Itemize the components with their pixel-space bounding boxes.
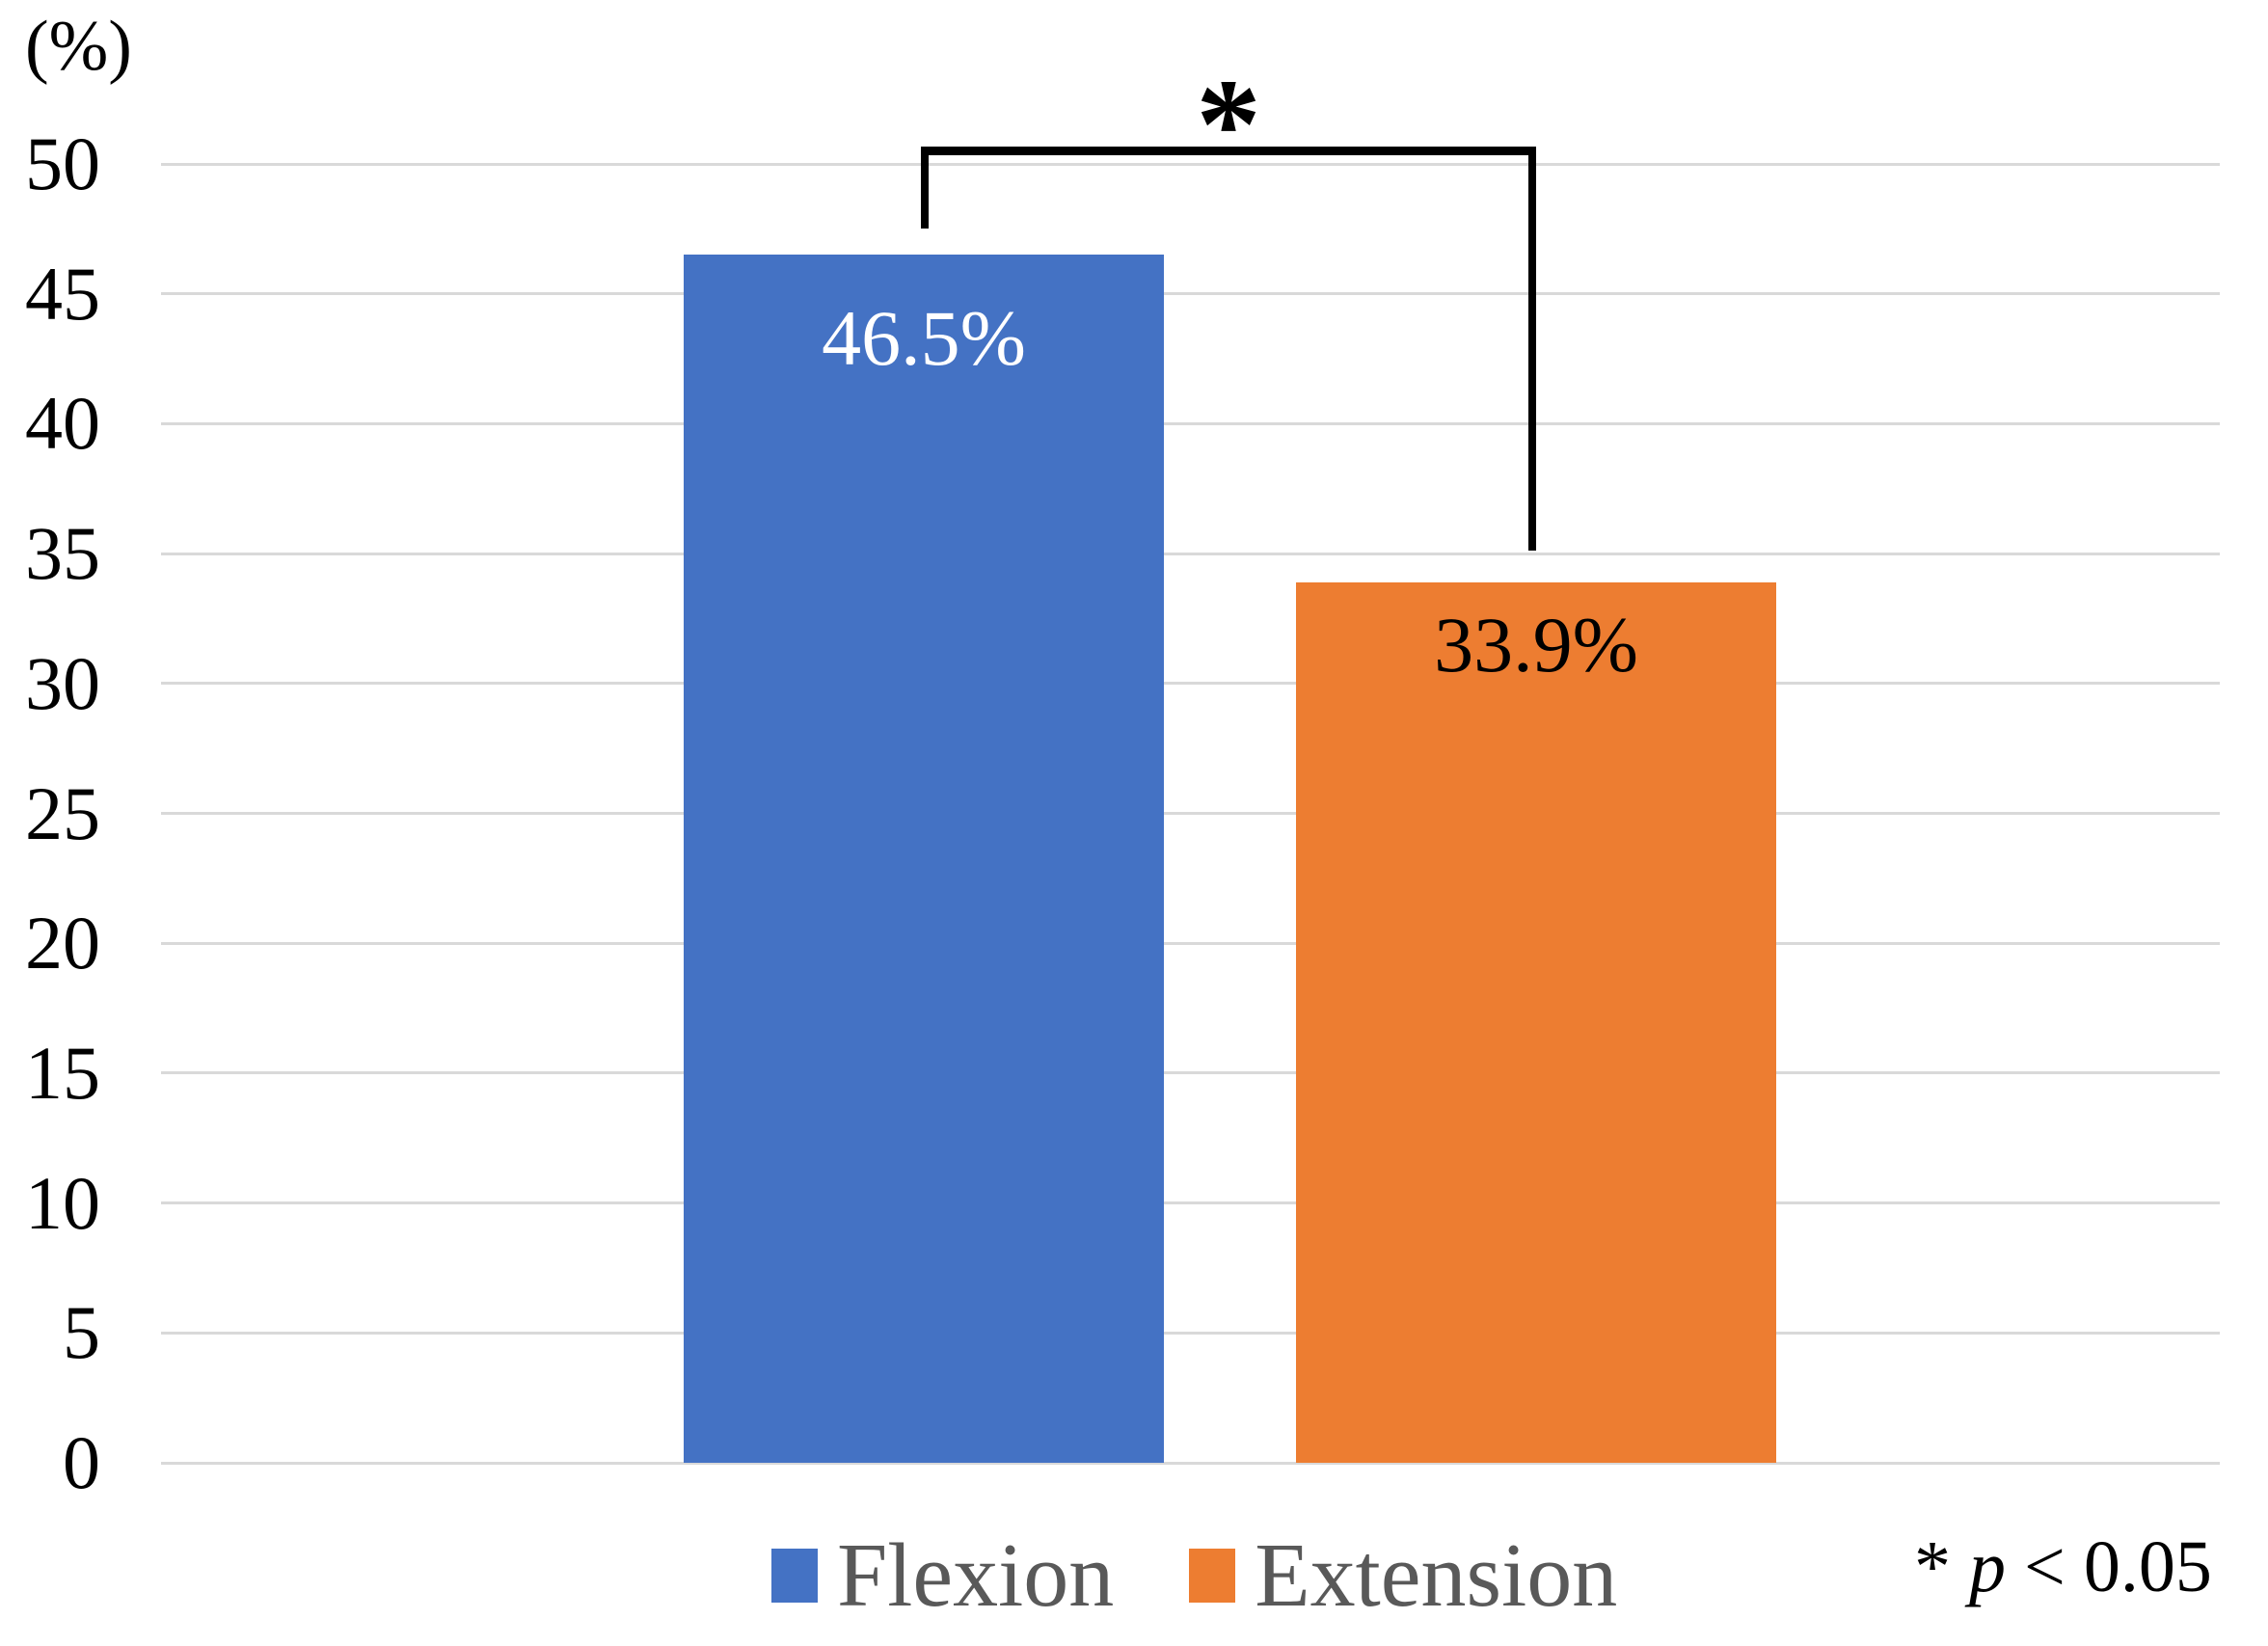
y-tick-label-15: 15 bbox=[25, 1030, 100, 1115]
significance-asterisk: * bbox=[1196, 53, 1261, 197]
bar-value-label-flexion: 46.5% bbox=[822, 294, 1026, 383]
gridline-15 bbox=[161, 1071, 2220, 1075]
legend-swatch-extension bbox=[1189, 1549, 1236, 1603]
p-note-variable: p bbox=[1969, 1526, 2006, 1607]
y-axis-unit-label: (%) bbox=[25, 7, 132, 86]
gridline-30 bbox=[161, 682, 2220, 686]
gridline-50 bbox=[161, 162, 2220, 166]
gridline-45 bbox=[161, 292, 2220, 296]
significance-bracket-left-leg bbox=[921, 147, 929, 229]
gridline-40 bbox=[161, 421, 2220, 425]
y-tick-label-0: 0 bbox=[63, 1420, 100, 1504]
bar-value-label-extension: 33.9% bbox=[1434, 600, 1638, 688]
gridline-10 bbox=[161, 1201, 2220, 1205]
y-tick-label-20: 20 bbox=[25, 901, 100, 985]
y-tick-label-10: 10 bbox=[25, 1160, 100, 1245]
legend-label-extension: Extension bbox=[1255, 1525, 1618, 1626]
y-tick-label-25: 25 bbox=[25, 770, 100, 855]
bar-flexion: 46.5% bbox=[684, 255, 1164, 1463]
gridline-25 bbox=[161, 812, 2220, 815]
p-note-asterisk: * bbox=[1914, 1526, 1969, 1607]
significance-bracket-right-leg bbox=[1528, 147, 1536, 551]
gridline-5 bbox=[161, 1331, 2220, 1335]
y-tick-label-30: 30 bbox=[25, 640, 100, 725]
y-tick-label-40: 40 bbox=[25, 381, 100, 466]
y-tick-label-5: 5 bbox=[63, 1290, 100, 1375]
gridline-35 bbox=[161, 552, 2220, 555]
legend-swatch-flexion bbox=[771, 1549, 818, 1603]
p-note-comparison: < 0.05 bbox=[2006, 1526, 2212, 1607]
legend-label-flexion: Flexion bbox=[837, 1525, 1115, 1626]
significance-bracket-horizontal bbox=[921, 147, 1536, 155]
bar-extension: 33.9% bbox=[1296, 581, 1776, 1463]
gridline-0 bbox=[161, 1461, 2220, 1465]
gridline-20 bbox=[161, 941, 2220, 945]
y-tick-label-45: 45 bbox=[25, 251, 100, 336]
y-tick-label-35: 35 bbox=[25, 511, 100, 596]
y-tick-label-50: 50 bbox=[25, 121, 100, 205]
p-value-note: * p < 0.05 bbox=[1914, 1525, 2212, 1609]
legend: Flexion Extension bbox=[771, 1525, 1617, 1626]
